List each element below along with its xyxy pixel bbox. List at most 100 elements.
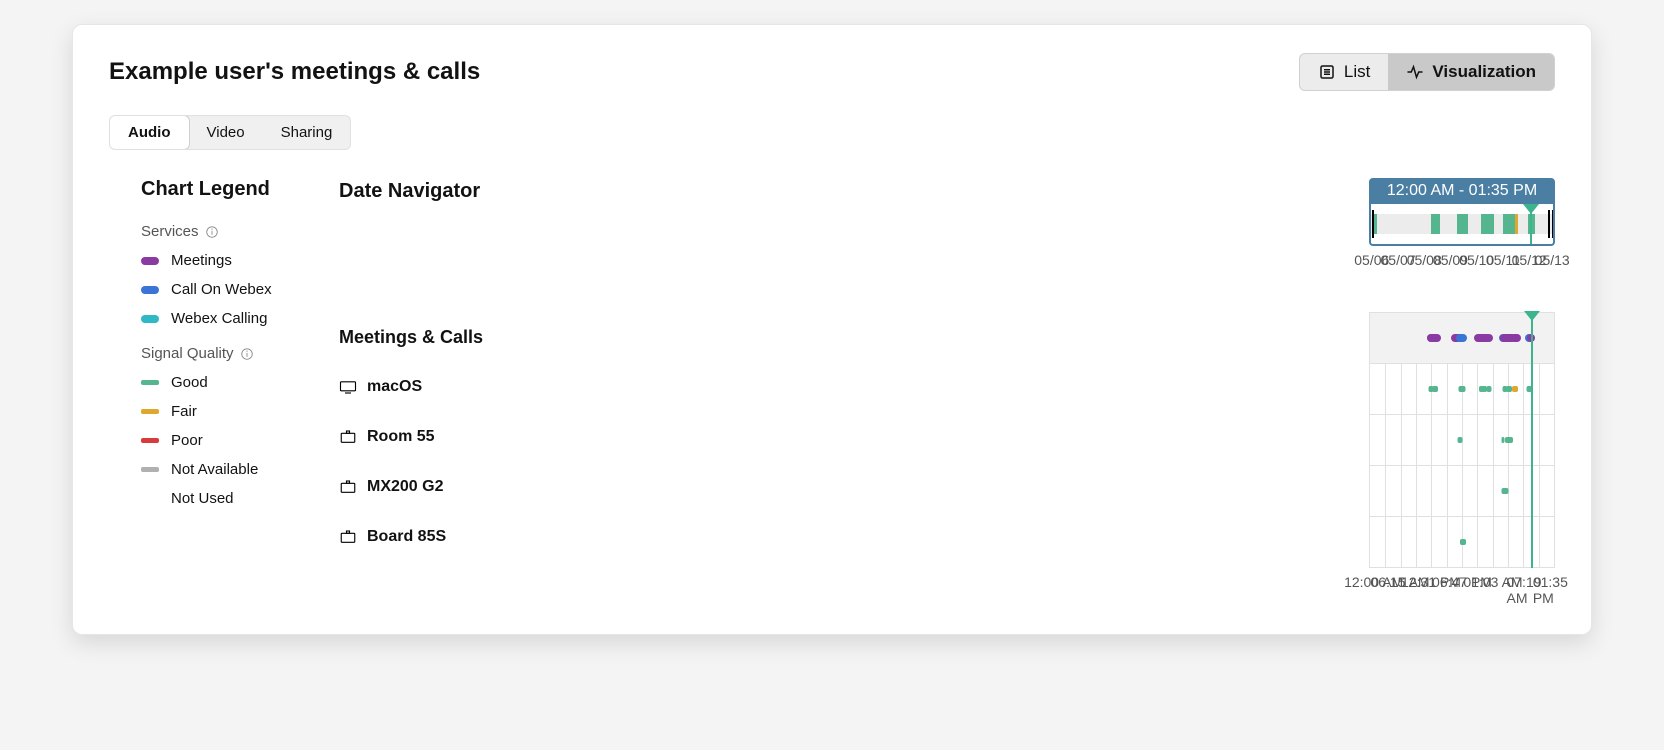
row-label-macos: macOS <box>339 362 1369 412</box>
row-label-text: Room 55 <box>367 428 435 446</box>
activity-icon <box>1406 63 1424 81</box>
signal-bar[interactable] <box>1432 386 1438 392</box>
row-label-text: Board 85S <box>367 528 446 546</box>
row-label-text: MX200 G2 <box>367 478 443 496</box>
signal-bar[interactable] <box>1501 437 1504 443</box>
legend-item-good[interactable]: Good <box>141 374 339 391</box>
legend-item-label: Good <box>171 374 208 391</box>
playhead-caret-icon[interactable] <box>1524 311 1540 321</box>
nav-event-tick <box>1465 214 1468 234</box>
legend-swatch <box>141 315 159 323</box>
signal-bar[interactable] <box>1461 386 1466 392</box>
legend-item-not-used[interactable]: Not Used <box>141 490 339 507</box>
legend-item-label: Meetings <box>171 252 232 269</box>
legend-item-label: Poor <box>171 432 203 449</box>
content-grid: Date Navigator 12:00 AM - 01:35 PM 05/060… <box>109 178 1555 598</box>
legend-item-label: Not Available <box>171 461 258 478</box>
device-icon <box>339 480 357 494</box>
signal-bar[interactable] <box>1506 386 1512 392</box>
signal-bar[interactable] <box>1512 386 1518 392</box>
troubleshooting-panel: Example user's meetings & calls List Vis… <box>72 24 1592 635</box>
nav-event-tick <box>1435 214 1440 234</box>
row-label-mx200g2: MX200 G2 <box>339 462 1369 512</box>
legend-item-call-on-webex[interactable]: Call On Webex <box>141 281 339 298</box>
legend-item-not-available[interactable]: Not Available <box>141 461 339 478</box>
view-toggle-visualization-label: Visualization <box>1432 62 1536 82</box>
axis-tick-label: 05/13 <box>1535 252 1570 268</box>
timeline-row-board85s <box>1370 517 1554 568</box>
device-icon <box>339 530 357 544</box>
date-navigator-label: Date Navigator <box>339 178 1369 272</box>
legend-swatch <box>141 380 159 385</box>
header: Example user's meetings & calls List Vis… <box>109 53 1555 91</box>
timeline-wrapper: 12:00 AM06:15 AM12:31 PM06:47 PM01:03 AM… <box>1369 312 1555 598</box>
signal-bar[interactable] <box>1486 386 1491 392</box>
event-dot[interactable] <box>1485 334 1493 342</box>
legend-group-title-text: Services <box>141 223 199 240</box>
info-icon[interactable] <box>205 225 219 239</box>
row-label-room55: Room 55 <box>339 412 1369 462</box>
signal-bar[interactable] <box>1501 488 1508 494</box>
timeline-row-macos <box>1370 364 1554 415</box>
legend-item-meetings[interactable]: Meetings <box>141 252 339 269</box>
row-label-text: macOS <box>367 378 422 396</box>
timeline-row-labels: Meetings & Calls macOS Room 55 MX200 G2 Boar… <box>339 312 1369 598</box>
row-label-board85s: Board 85S <box>339 512 1369 562</box>
range-handle-left[interactable] <box>1369 210 1376 238</box>
view-toggle-list-label: List <box>1344 62 1370 82</box>
legend-swatch <box>141 467 159 472</box>
range-handle-right[interactable] <box>1548 210 1555 238</box>
axis-tick-label: 01:35 PM <box>1533 574 1568 606</box>
view-toggle-visualization[interactable]: Visualization <box>1388 54 1554 90</box>
legend-swatch <box>141 409 159 414</box>
legend-group-title-text: Signal Quality <box>141 345 234 362</box>
list-icon <box>1318 63 1336 81</box>
view-toggle: List Visualization <box>1299 53 1555 91</box>
event-dot[interactable] <box>1427 334 1441 342</box>
legend-item-label: Call On Webex <box>171 281 272 298</box>
event-dot[interactable] <box>1513 334 1521 342</box>
playhead-line[interactable] <box>1531 313 1533 568</box>
signal-bar[interactable] <box>1505 437 1513 443</box>
row-label-meetings-calls: Meetings & Calls <box>339 312 1369 362</box>
nav-event-tick <box>1532 214 1535 234</box>
legend-swatch <box>141 438 159 443</box>
timeline-row-mx200g2 <box>1370 466 1554 517</box>
nav-event-tick <box>1515 214 1518 234</box>
playhead-line[interactable] <box>1530 212 1532 244</box>
legend-item-webex-calling[interactable]: Webex Calling <box>141 310 339 327</box>
timeline-row-room55 <box>1370 415 1554 466</box>
legend-item-poor[interactable]: Poor <box>141 432 339 449</box>
date-navigator-axis: 05/0605/0705/0805/0905/1005/1105/1205/13 <box>1369 252 1555 272</box>
tab-audio[interactable]: Audio <box>109 115 190 150</box>
chart-legend: Chart Legend Services Meetings Call On Webe… <box>109 178 339 598</box>
page-title: Example user's meetings & calls <box>109 58 480 86</box>
legend-group-services: Services <box>141 223 339 240</box>
row-label-text: Meetings & Calls <box>339 327 483 348</box>
legend-group-signal-quality: Signal Quality <box>141 345 339 362</box>
event-dot[interactable] <box>1459 334 1467 342</box>
tab-sharing[interactable]: Sharing <box>263 116 351 149</box>
legend-item-label: Not Used <box>171 490 234 507</box>
view-toggle-list[interactable]: List <box>1300 54 1388 90</box>
legend-swatch <box>141 286 159 294</box>
date-range-display: 12:00 AM - 01:35 PM <box>1369 178 1555 204</box>
device-icon <box>339 430 357 444</box>
legend-item-label: Fair <box>171 403 197 420</box>
legend-swatch <box>141 496 159 501</box>
nav-event-tick <box>1489 214 1494 234</box>
signal-bar[interactable] <box>1458 437 1463 443</box>
legend-item-label: Webex Calling <box>171 310 267 327</box>
info-icon[interactable] <box>240 347 254 361</box>
legend-title: Chart Legend <box>141 178 339 201</box>
date-navigator-track[interactable] <box>1369 204 1555 246</box>
media-tabs: AudioVideoSharing <box>109 115 351 150</box>
date-navigator[interactable]: 12:00 AM - 01:35 PM 05/0605/0705/0805/090… <box>1369 178 1555 272</box>
tab-video[interactable]: Video <box>189 116 263 149</box>
legend-item-fair[interactable]: Fair <box>141 403 339 420</box>
timeline-chart[interactable] <box>1369 312 1555 568</box>
timeline-axis: 12:00 AM06:15 AM12:31 PM06:47 PM01:03 AM… <box>1369 574 1555 598</box>
desktop-icon <box>339 380 357 394</box>
signal-bar[interactable] <box>1460 539 1466 545</box>
legend-swatch <box>141 257 159 265</box>
